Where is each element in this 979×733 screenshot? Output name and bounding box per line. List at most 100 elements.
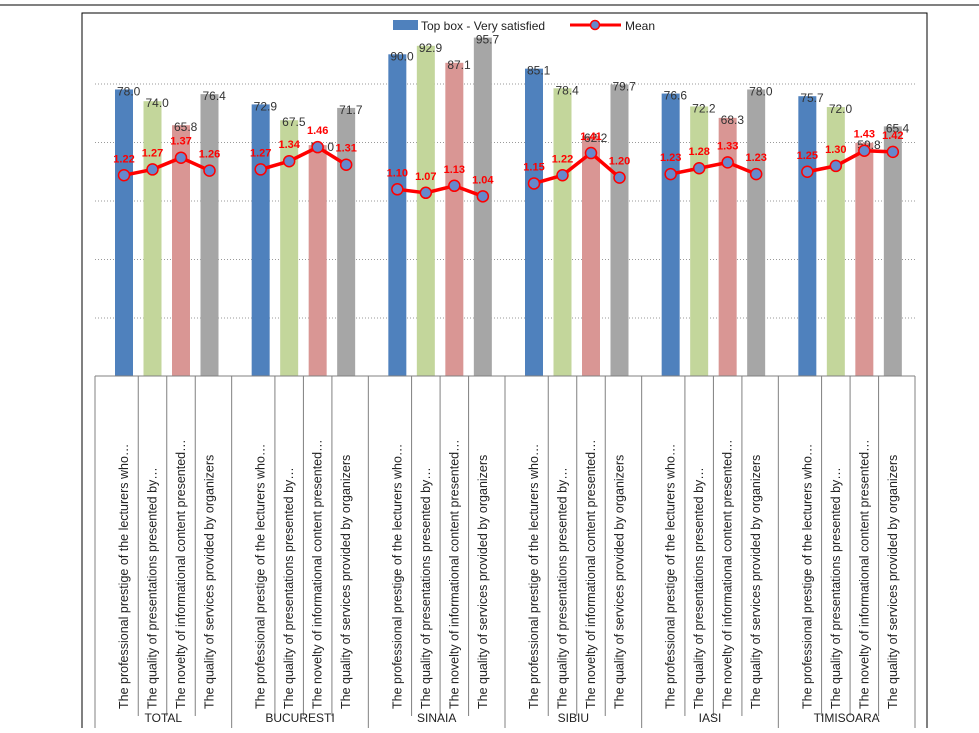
group-label: BUCURESTI (265, 711, 334, 725)
mean-value-label: 1.30 (825, 144, 846, 156)
bar-content-novelty (308, 145, 327, 376)
legend-marker-mean (589, 19, 601, 31)
bar-value-label: 78.4 (556, 83, 580, 97)
mean-value-label: 1.23 (660, 152, 681, 164)
bar-lecturers-prestige (525, 68, 543, 377)
bar-content-novelty (855, 142, 874, 376)
mean-point (749, 167, 763, 181)
category-tick-label: The professional prestige of the lecture… (390, 444, 404, 709)
bar-value-label: 87.1 (447, 58, 471, 72)
mean-value-label: 1.22 (113, 153, 134, 165)
bar-content-novelty (445, 62, 464, 377)
mean-point (692, 161, 706, 175)
bar-value-label: 76.6 (664, 89, 688, 103)
mean-value-label: 1.23 (745, 152, 766, 164)
mean-value-label: 1.25 (797, 150, 818, 162)
mean-point (886, 145, 900, 159)
category-tick-label: The quality of presentations presented b… (419, 467, 433, 709)
group-label: SINAIA (417, 711, 456, 725)
mean-value-label: 1.15 (523, 161, 544, 173)
mean-point (146, 163, 159, 176)
mean-series-line (670, 160, 757, 176)
category-tick-label: The professional prestige of the lecture… (117, 444, 131, 709)
mean-lines: 1.22 1.27 1.37 1.26 1.27 1.34 1.46 1.31 1.10 1.07… (113, 125, 904, 203)
bar-services-quality (473, 37, 492, 376)
mean-value-label: 1.37 (170, 136, 191, 148)
category-tick-label: The quality of presentations presented b… (692, 467, 706, 709)
bar-content-novelty (172, 125, 190, 377)
bar-value-label: 78.0 (117, 84, 141, 98)
category-tick-label: The quality of services provided by orga… (886, 455, 900, 709)
bar-value-label: 71.7 (339, 103, 363, 117)
category-tick-label: The novelty of informational content pre… (721, 439, 735, 709)
mean-value-label: 1.10 (387, 167, 408, 179)
x-axis: The professional prestige of the lecture… (94, 375, 916, 731)
bar-lecturers-prestige (798, 96, 817, 376)
mean-value-label: 1.28 (688, 146, 709, 158)
bar-services-quality (200, 94, 219, 376)
mean-point (664, 167, 677, 181)
group-label: TOTAL (145, 711, 183, 725)
group-label: TIMISOARA (814, 711, 880, 725)
mean-value-label: 1.27 (250, 147, 271, 159)
group-label: IASI (699, 711, 722, 725)
legend-label-mean: Mean (625, 19, 655, 33)
bar-services-quality (337, 107, 356, 376)
bar-value-label: 95.7 (476, 33, 500, 47)
category-tick-label: The professional prestige of the lecture… (664, 444, 678, 709)
mean-value-label: 1.26 (199, 149, 220, 161)
mean-point (448, 179, 461, 193)
bar-presentations-quality (690, 106, 709, 376)
mean-point (419, 186, 433, 200)
bar-value-label: 90.0 (390, 49, 414, 63)
mean-series-line (123, 155, 211, 177)
mean-value-label: 1.20 (609, 156, 630, 168)
bar-services-quality (747, 89, 766, 377)
bar-value-label: 67.5 (282, 115, 306, 129)
mean-point (311, 140, 324, 154)
bar-value-label: 79.7 (613, 79, 637, 93)
mean-series-line (806, 148, 893, 174)
mean-series-line (397, 183, 484, 198)
bar-value-label: 78.0 (749, 84, 773, 98)
bar-value-label: 72.0 (829, 102, 853, 116)
mean-series-line (260, 145, 348, 172)
bar-lecturers-prestige (661, 93, 680, 376)
bar-content-novelty (582, 135, 600, 376)
bar-value-label: 65.8 (174, 120, 198, 134)
mean-point (391, 183, 404, 196)
mean-point (476, 190, 490, 203)
category-tick-label: The quality of services provided by orga… (476, 455, 490, 709)
bar-presentations-quality (143, 101, 162, 377)
bar-value-label: 72.2 (692, 101, 716, 115)
bar-value-label: 92.9 (419, 41, 443, 55)
category-tick-label: The novelty of informational content pre… (311, 439, 325, 709)
category-tick-label: The quality of presentations presented b… (829, 467, 843, 709)
category-tick-label: The quality of services provided by orga… (613, 455, 627, 709)
mean-value-label: 1.42 (882, 130, 903, 142)
category-tick-label: The quality of services provided by orga… (339, 455, 353, 709)
bar-presentations-quality (280, 120, 299, 376)
mean-point (584, 146, 598, 160)
bar-value-label: 76.4 (203, 89, 227, 103)
mean-point (203, 164, 216, 177)
mean-value-label: 1.34 (278, 139, 300, 151)
mean-point (556, 169, 569, 182)
bar-value-label: 62.2 (584, 131, 608, 145)
category-tick-label: The quality of presentations presented b… (282, 467, 296, 709)
mean-point (339, 158, 353, 171)
bar-value-label: 68.3 (721, 113, 745, 127)
mean-point (801, 165, 814, 178)
bar-value-label: 75.7 (800, 91, 824, 105)
mean-point (254, 163, 267, 176)
mean-value-label: 1.04 (472, 174, 494, 186)
bar-value-label: 85.1 (527, 64, 551, 78)
category-tick-label: The quality of presentations presented b… (556, 467, 570, 709)
group-label: SIBIU (558, 711, 589, 725)
category-tick-label: The professional prestige of the lecture… (527, 444, 541, 709)
category-tick-label: The novelty of informational content pre… (447, 439, 461, 709)
category-tick-label: The quality of services provided by orga… (203, 455, 217, 709)
mean-point (858, 144, 871, 157)
mean-point (721, 156, 734, 169)
